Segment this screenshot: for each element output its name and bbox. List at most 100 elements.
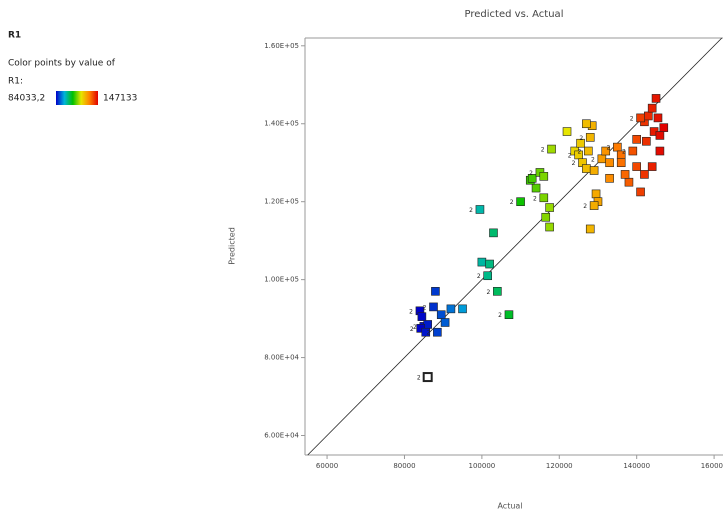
x-tick-label: 140000 (623, 462, 650, 470)
y-tick-label: 8.00E+04 (264, 354, 299, 362)
x-tick-label: 100000 (469, 462, 496, 470)
replicate-label: 2 (568, 152, 572, 159)
data-point (642, 136, 651, 146)
data-point (458, 304, 467, 314)
data-point (440, 318, 450, 327)
replicate-label: 2 (607, 145, 611, 152)
data-point (485, 259, 494, 269)
data-point (477, 257, 487, 267)
data-point (417, 312, 427, 321)
y-tick-label: 1.40E+05 (264, 120, 299, 128)
replicate-label: 2 (477, 273, 481, 280)
data-point (582, 119, 591, 129)
data-point (636, 113, 645, 123)
data-point (446, 304, 456, 314)
replicate-label: 2 (498, 312, 502, 319)
data-point (585, 133, 595, 142)
x-tick-label: 80000 (393, 462, 415, 470)
data-point (562, 127, 572, 136)
replicate-label: 2 (591, 156, 595, 163)
y-tick-label: 6.00E+04 (264, 432, 299, 440)
data-point (589, 201, 599, 210)
data-point (655, 131, 665, 140)
colorbar-caption: Color points by value of (8, 59, 116, 69)
data-point (620, 170, 630, 179)
data-point (589, 166, 599, 175)
data-point (582, 164, 591, 173)
data-point (421, 327, 431, 337)
colorbar-min: 84033,2 (8, 94, 45, 104)
replicate-label: 2 (423, 304, 427, 311)
replicate-label: 2 (487, 289, 491, 296)
chart-title: Predicted vs. Actual (465, 9, 564, 20)
data-point (651, 94, 661, 103)
x-axis-label: Actual (497, 502, 522, 511)
data-point (653, 113, 663, 123)
data-point (632, 162, 641, 171)
data-point (436, 310, 446, 320)
data-point (541, 212, 551, 222)
replicate-label: 2 (417, 375, 421, 382)
data-point (547, 144, 556, 154)
data-point (601, 146, 611, 156)
replicate-label: 2 (572, 160, 576, 167)
data-point (545, 203, 554, 212)
x-tick-label: 160000 (701, 462, 723, 470)
data-point (576, 138, 585, 148)
data-point (613, 142, 622, 152)
data-point (585, 224, 595, 234)
y-tick-label: 1.00E+05 (264, 276, 299, 284)
data-point (632, 135, 641, 144)
x-tick-label: 60000 (316, 462, 338, 470)
data-point (624, 177, 634, 187)
replicate-label: 2 (579, 135, 583, 142)
data-point (431, 287, 440, 296)
colorbar-variable: R1: (8, 77, 23, 87)
data-point (489, 228, 498, 238)
colorbar-max: 147133 (103, 94, 137, 104)
data-point (483, 271, 492, 281)
data-point (605, 158, 614, 168)
replicate-label: 2 (410, 326, 414, 333)
x-tick-label: 120000 (546, 462, 573, 470)
data-point (605, 173, 614, 183)
y-tick-label: 1.60E+05 (264, 42, 299, 50)
data-point (584, 146, 593, 156)
data-point (493, 287, 502, 296)
data-point (539, 193, 549, 203)
replicate-label: 2 (577, 149, 581, 156)
data-point (516, 197, 525, 206)
data-point (640, 170, 649, 179)
replicate-label: 2 (427, 330, 431, 337)
data-point (647, 103, 657, 113)
data-point (429, 302, 438, 312)
data-point (628, 146, 638, 156)
data-point (527, 173, 537, 183)
replicate-label: 2 (529, 170, 533, 177)
replicate-label: 2 (630, 115, 634, 122)
y-tick-label: 1.20E+05 (264, 198, 299, 206)
replicate-label: 2 (469, 207, 473, 214)
replicate-label: 2 (409, 308, 413, 315)
colorbar-title: R1 (8, 31, 21, 41)
replicate-label: 2 (510, 199, 514, 206)
data-point (531, 183, 541, 193)
replicate-label: 2 (541, 147, 545, 154)
colorbar (56, 91, 98, 105)
data-point (475, 205, 485, 214)
data-point (616, 158, 626, 168)
data-point (644, 111, 653, 121)
data-point (504, 310, 514, 320)
y-axis-label: Predicted (228, 227, 237, 265)
data-point (597, 154, 607, 164)
data-point (655, 146, 665, 156)
replicate-label: 2 (413, 324, 417, 331)
data-point (659, 123, 669, 132)
data-point (539, 172, 549, 181)
data-point (636, 187, 645, 197)
replicate-label: 2 (533, 195, 537, 202)
data-point (591, 189, 601, 199)
replicate-label: 2 (583, 203, 587, 210)
